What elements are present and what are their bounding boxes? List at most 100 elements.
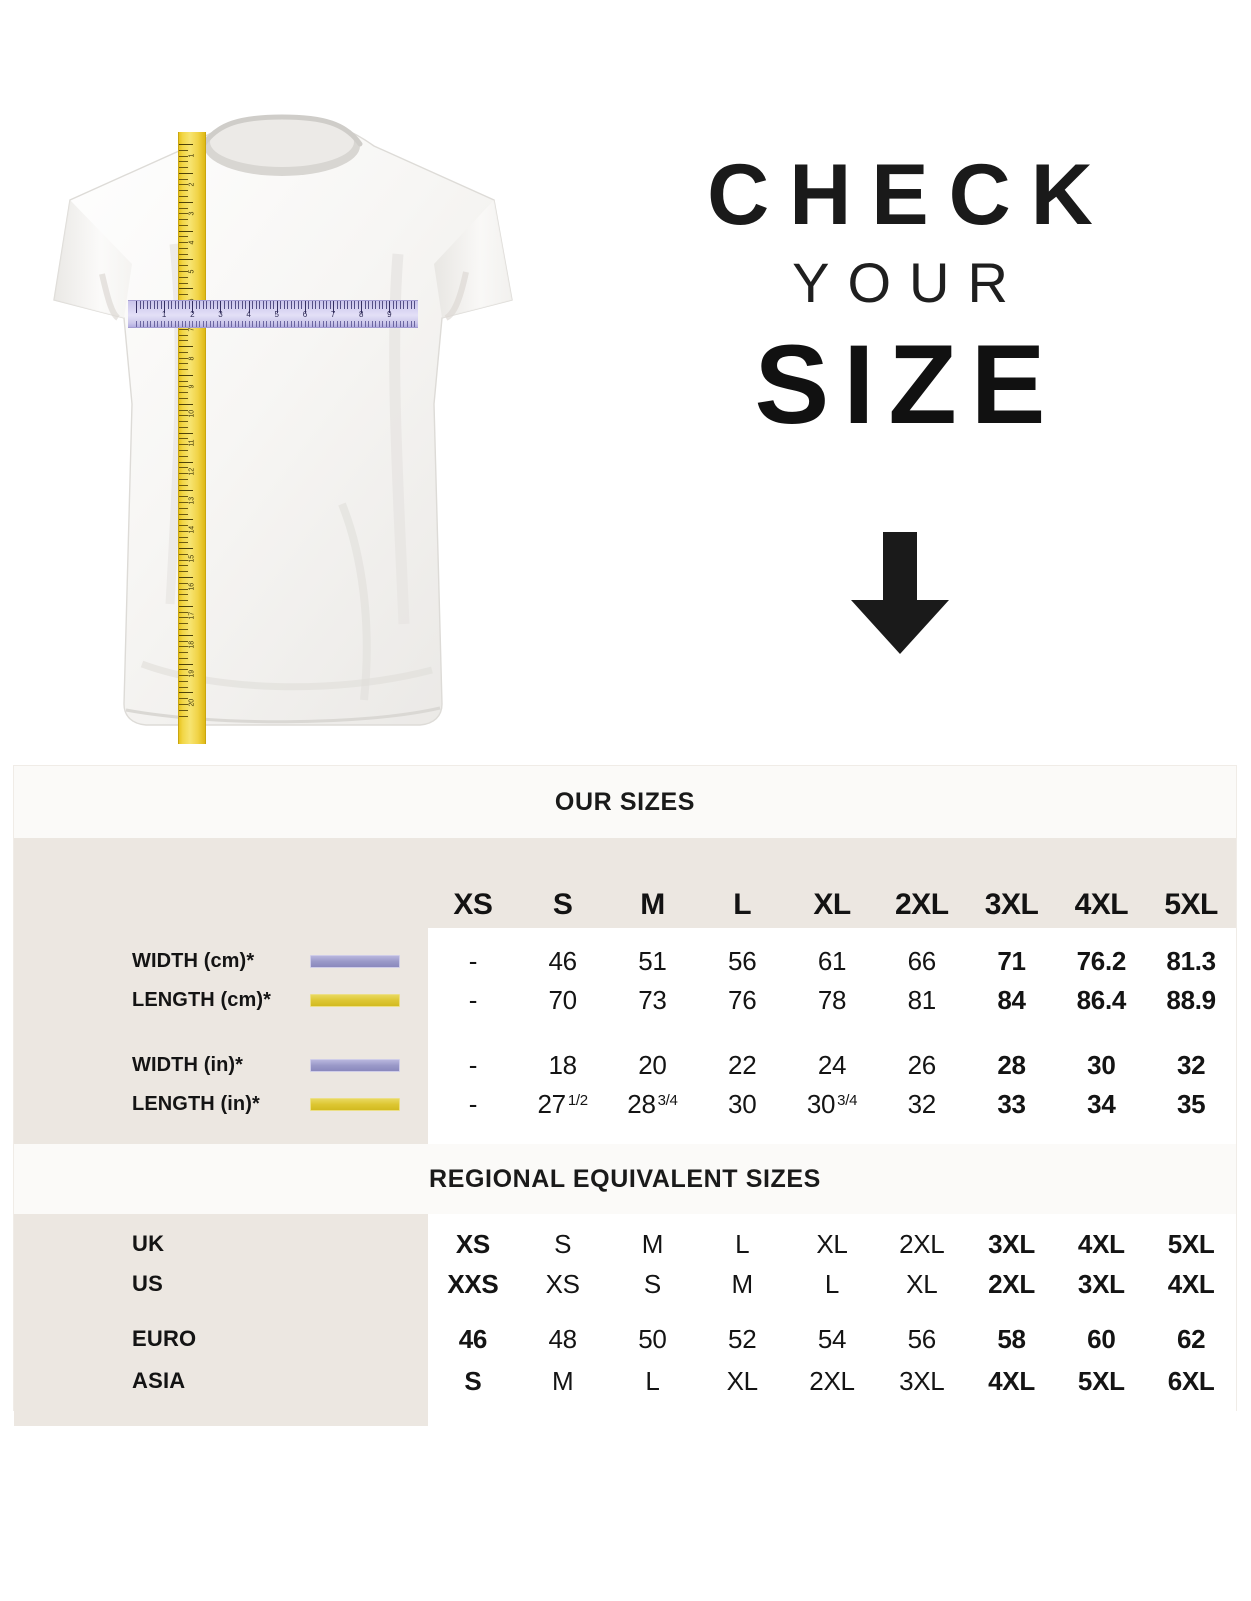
region-cell: 52	[728, 1323, 757, 1354]
region-cell: 4XL	[1167, 1268, 1215, 1299]
tape-number: 4	[188, 240, 196, 245]
measurement-cell: 46	[548, 946, 577, 976]
measurement-value-row: - 18 20 22 24 26 28 30 32	[428, 1046, 1236, 1085]
measurement-label-row: LENGTH (in)*	[14, 1085, 428, 1124]
headline-line-size: SIZE	[754, 322, 1060, 448]
measurement-cell: 61	[817, 946, 847, 976]
ruler-number: 2	[190, 310, 195, 319]
measurement-cell: 76.2	[1076, 946, 1127, 976]
region-cell: 54	[817, 1323, 847, 1354]
region-cell: S	[643, 1268, 661, 1299]
ruler-number: 8	[359, 310, 364, 319]
region-cell: 60	[1087, 1323, 1116, 1354]
region-cell: 50	[638, 1323, 667, 1354]
tshirt-icon	[53, 114, 513, 726]
size-column-header: L	[733, 888, 752, 921]
region-cell: 58	[997, 1323, 1026, 1354]
measurement-cell: 32	[907, 1089, 937, 1119]
row-spacer	[14, 1304, 428, 1318]
region-cell: L	[824, 1268, 840, 1299]
tape-number: 13	[188, 496, 196, 505]
headline-line-check: CHECK	[707, 147, 1113, 243]
measurement-cell: -	[468, 985, 478, 1015]
tape-number: 1	[188, 154, 196, 158]
measurement-cell: 73	[638, 985, 667, 1015]
measurement-cell: 30 3/4	[806, 1089, 858, 1119]
region-cell: XS	[455, 1228, 490, 1259]
our-sizes-header: OUR SIZES	[14, 766, 1236, 838]
measurement-cell: 70	[548, 985, 577, 1015]
measurement-cell: 30	[728, 1089, 757, 1119]
measurement-cell: 28 3/4	[627, 1089, 678, 1119]
region-value-row: XS S M L XL 2XL 3XL 4XL 5XL	[428, 1224, 1236, 1264]
measurement-cell: 35	[1176, 1089, 1206, 1119]
measurement-cell: 33	[997, 1089, 1026, 1119]
measurement-cell: -	[468, 1089, 478, 1119]
region-cell: L	[735, 1228, 750, 1259]
arrow-down-icon	[851, 532, 949, 654]
measurement-label-row: WIDTH (in)*	[14, 1046, 428, 1085]
our-sizes-title: OUR SIZES	[554, 787, 696, 816]
arrow-down-container	[600, 528, 1200, 663]
row-spacer	[428, 1304, 1236, 1318]
row-spacer	[428, 1020, 1236, 1046]
region-cell: M	[731, 1268, 754, 1299]
header-label-spacer	[14, 838, 428, 928]
size-chart-table: OUR SIZES XS S M L XL 2XL 3XL 4XL 5XL WIDTH (cm)…	[14, 766, 1236, 1426]
size-column-header: 4XL	[1074, 888, 1129, 921]
fraction: 3/4	[837, 1092, 858, 1109]
regional-labels-column: UK US EURO ASIA	[14, 1214, 428, 1426]
measurement-label: WIDTH (cm)*	[132, 950, 255, 972]
region-label: EURO	[132, 1326, 197, 1351]
width-color-swatch	[310, 1059, 400, 1072]
region-cell: 48	[548, 1323, 577, 1354]
regional-sizes-title: REGIONAL EQUIVALENT SIZES	[429, 1164, 821, 1193]
region-cell: XL	[726, 1365, 759, 1396]
measurement-cell: 28	[997, 1050, 1026, 1080]
region-label: US	[132, 1271, 163, 1296]
measurement-cell: 27 1/2	[537, 1089, 589, 1119]
size-column-header: XS	[453, 888, 493, 921]
measurement-cell: -	[468, 1050, 478, 1080]
tape-number: 17	[188, 612, 196, 620]
measurement-cell: 20	[638, 1050, 667, 1080]
region-cell: L	[645, 1365, 660, 1396]
measurement-cell: 22	[728, 1050, 757, 1080]
ruler-number: 9	[387, 310, 392, 319]
ruler-icon: 1 2 3 4 5 6 7 8 9	[128, 300, 418, 328]
measurement-cell: 71	[997, 946, 1026, 976]
headline-line-your: YOUR	[792, 251, 1026, 315]
size-column-header: 3XL	[984, 888, 1039, 921]
measurement-cell: 86.4	[1076, 985, 1127, 1015]
region-cell: 46	[458, 1323, 488, 1354]
measurement-cell: 24	[817, 1050, 847, 1080]
tape-number: 2	[188, 183, 196, 187]
measurement-value-row: - 46 51 56 61 66 71 76.2 81.3	[428, 942, 1236, 981]
region-cell: 4XL	[1077, 1228, 1125, 1259]
region-cell: S	[464, 1365, 482, 1396]
hero-section: 1234567891011121314151617181920 12345678…	[0, 0, 1251, 762]
tape-number: 5	[188, 269, 196, 274]
region-label: UK	[132, 1231, 165, 1256]
measurement-cell: 66	[907, 946, 937, 976]
measurement-cell: 76	[728, 985, 757, 1015]
region-value-row: 46 48 50 52 54 56 58 60 62	[428, 1318, 1236, 1360]
tape-number: 10	[188, 410, 196, 418]
region-cell: M	[641, 1228, 664, 1259]
regional-rows: UK US EURO ASIA XS S M L XL 2XL 3XL 4XL 5XL XXS XS S M L…	[14, 1214, 1236, 1426]
region-cell: 62	[1176, 1323, 1206, 1354]
measurement-cell: 56	[728, 946, 757, 976]
tape-number: 15	[188, 554, 196, 563]
length-color-swatch	[310, 994, 400, 1007]
region-cell: 6XL	[1167, 1365, 1215, 1396]
row-spacer	[14, 1020, 428, 1046]
ruler-number: 5	[274, 310, 279, 319]
region-cell: XL	[816, 1228, 848, 1259]
region-cell: 3XL	[988, 1228, 1035, 1259]
measurement-cell: 84	[997, 985, 1026, 1015]
region-cell: 3XL	[899, 1365, 945, 1396]
tape-number: 12	[188, 468, 196, 476]
measurement-label: LENGTH (in)*	[132, 1093, 260, 1115]
measurement-cell: 32	[1176, 1050, 1206, 1080]
tape-number: 19	[188, 670, 196, 678]
